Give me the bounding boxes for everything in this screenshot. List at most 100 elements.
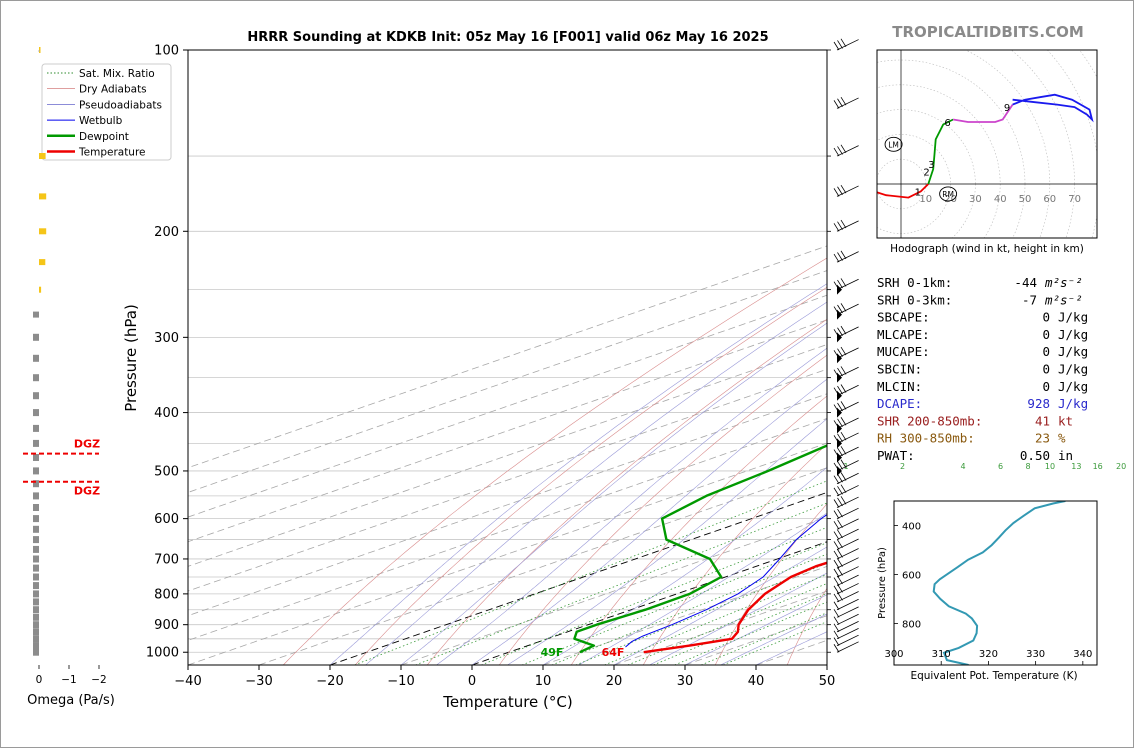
y-tick-label: 1000 bbox=[146, 646, 179, 661]
surface-temp-label: 64F bbox=[602, 646, 625, 659]
dry-adiabat bbox=[498, 354, 827, 665]
param-value: 0 bbox=[1042, 344, 1050, 359]
surface-dewpoint-label: 49F bbox=[541, 646, 564, 659]
legend-label: Sat. Mix. Ratio bbox=[79, 68, 155, 80]
omega-bar bbox=[39, 47, 41, 53]
dry-adiabat bbox=[642, 443, 827, 665]
x-tick-label: 30 bbox=[677, 674, 694, 689]
legend-label: Pseudoadiabats bbox=[79, 99, 162, 111]
hodo-segment bbox=[1012, 93, 1094, 123]
omega-tick-label: −2 bbox=[91, 674, 106, 686]
omega-bar bbox=[33, 515, 39, 523]
wind-barb bbox=[833, 184, 859, 197]
skewt-xlabel: Temperature (°C) bbox=[442, 693, 572, 711]
omega-bar bbox=[33, 492, 39, 500]
wind-barb bbox=[833, 583, 859, 595]
x-tick-label: −30 bbox=[245, 674, 272, 689]
omega-panel: DGZ DGZ 0 −1 −2 bbox=[23, 47, 107, 686]
isotherm bbox=[188, 245, 827, 469]
omega-tick-label: 0 bbox=[36, 674, 43, 686]
moist-adiabat bbox=[507, 418, 827, 665]
mixing-ratio-label: 6 bbox=[998, 462, 1003, 471]
wind-barbs bbox=[833, 38, 859, 653]
param-name: SBCAPE: bbox=[877, 310, 930, 325]
wind-barb bbox=[833, 496, 859, 508]
isotherm bbox=[188, 270, 827, 493]
omega-bar bbox=[33, 573, 39, 581]
param-value: 0 bbox=[1042, 379, 1050, 394]
param-value: 0.50 bbox=[1020, 448, 1050, 463]
param-unit: J/kg bbox=[1058, 310, 1088, 325]
param-name: PWAT: bbox=[877, 448, 915, 463]
wind-barb bbox=[833, 606, 859, 618]
param-unit: J/kg bbox=[1058, 379, 1088, 394]
hodo-ring-label: 40 bbox=[994, 194, 1007, 205]
wind-barb bbox=[833, 548, 859, 560]
x-tick-label: −40 bbox=[174, 674, 201, 689]
y-tick-label: 700 bbox=[154, 552, 179, 567]
wind-barb bbox=[833, 613, 859, 626]
hodo-height-label: 6 bbox=[944, 118, 950, 129]
omega-bar bbox=[33, 374, 39, 382]
moist-adiabat bbox=[400, 322, 827, 665]
theta-x-tick-label: 340 bbox=[1073, 649, 1092, 660]
wind-barb bbox=[833, 484, 859, 497]
chart-title: HRRR Sounding at KDKB Init: 05z May 16 [… bbox=[247, 30, 768, 45]
mixing-ratio-line bbox=[481, 526, 827, 665]
param-value: 0 bbox=[1042, 362, 1050, 377]
x-tick-label: −20 bbox=[316, 674, 343, 689]
wind-barb bbox=[833, 528, 859, 540]
param-name: MLCAPE: bbox=[877, 327, 930, 342]
mixing-ratio-line bbox=[722, 621, 827, 665]
wind-barb bbox=[833, 446, 859, 463]
wind-barb bbox=[833, 366, 859, 383]
wind-barb bbox=[833, 431, 859, 449]
isotherm bbox=[400, 516, 827, 665]
omega-bar bbox=[33, 642, 39, 650]
moist-adiabat bbox=[471, 378, 827, 665]
legend-label: Dry Adiabats bbox=[79, 84, 147, 96]
theta-x-tick-label: 300 bbox=[884, 649, 903, 660]
isotherm bbox=[188, 319, 827, 543]
omega-bar bbox=[33, 504, 39, 511]
omega-bar bbox=[39, 286, 42, 293]
wind-barb bbox=[833, 472, 859, 485]
param-name: DCAPE: bbox=[877, 396, 922, 411]
y-tick-label: 400 bbox=[154, 406, 179, 421]
legend-label: Wetbulb bbox=[79, 115, 123, 127]
theta-y-tick-label: 600 bbox=[902, 570, 921, 581]
theta-y-tick-label: 800 bbox=[902, 619, 921, 630]
param-name: RH 300-850mb: bbox=[877, 431, 975, 446]
omega-bar bbox=[39, 228, 47, 235]
moist-adiabat bbox=[720, 613, 827, 665]
mixing-ratio-label: 20 bbox=[1116, 462, 1126, 471]
storm-motion-marker bbox=[939, 186, 958, 202]
omega-bar bbox=[33, 628, 39, 636]
temperature-line bbox=[643, 561, 827, 654]
x-tick-label: 0 bbox=[468, 674, 476, 689]
wind-barb bbox=[833, 401, 859, 418]
moist-adiabat bbox=[684, 594, 827, 665]
dry-adiabat bbox=[354, 286, 827, 665]
y-tick-label: 300 bbox=[154, 331, 179, 346]
param-name: MUCAPE: bbox=[877, 344, 930, 359]
theta-e-xlabel: Equivalent Pot. Temperature (K) bbox=[910, 670, 1077, 682]
omega-xlabel: Omega (Pa/s) bbox=[27, 693, 115, 708]
isotherm bbox=[258, 467, 827, 665]
isotherm bbox=[329, 491, 827, 665]
wind-barb bbox=[833, 303, 859, 320]
legend: Sat. Mix. Ratio Dry Adiabats Pseudoadiabat… bbox=[41, 63, 172, 161]
wetbulb-line bbox=[625, 514, 827, 648]
param-value: -44 bbox=[1014, 275, 1037, 290]
param-unit: kt bbox=[1058, 413, 1073, 428]
mixing-ratio-label: 2 bbox=[900, 462, 905, 471]
mixing-ratio-line bbox=[653, 593, 827, 665]
storm-motion-marker bbox=[884, 136, 903, 152]
x-tick-label: 40 bbox=[748, 674, 765, 689]
omega-bar bbox=[33, 392, 39, 400]
param-unit: J/kg bbox=[1058, 344, 1088, 359]
omega-bar bbox=[39, 153, 46, 159]
wind-barb bbox=[833, 384, 859, 401]
omega-bar bbox=[33, 635, 39, 643]
